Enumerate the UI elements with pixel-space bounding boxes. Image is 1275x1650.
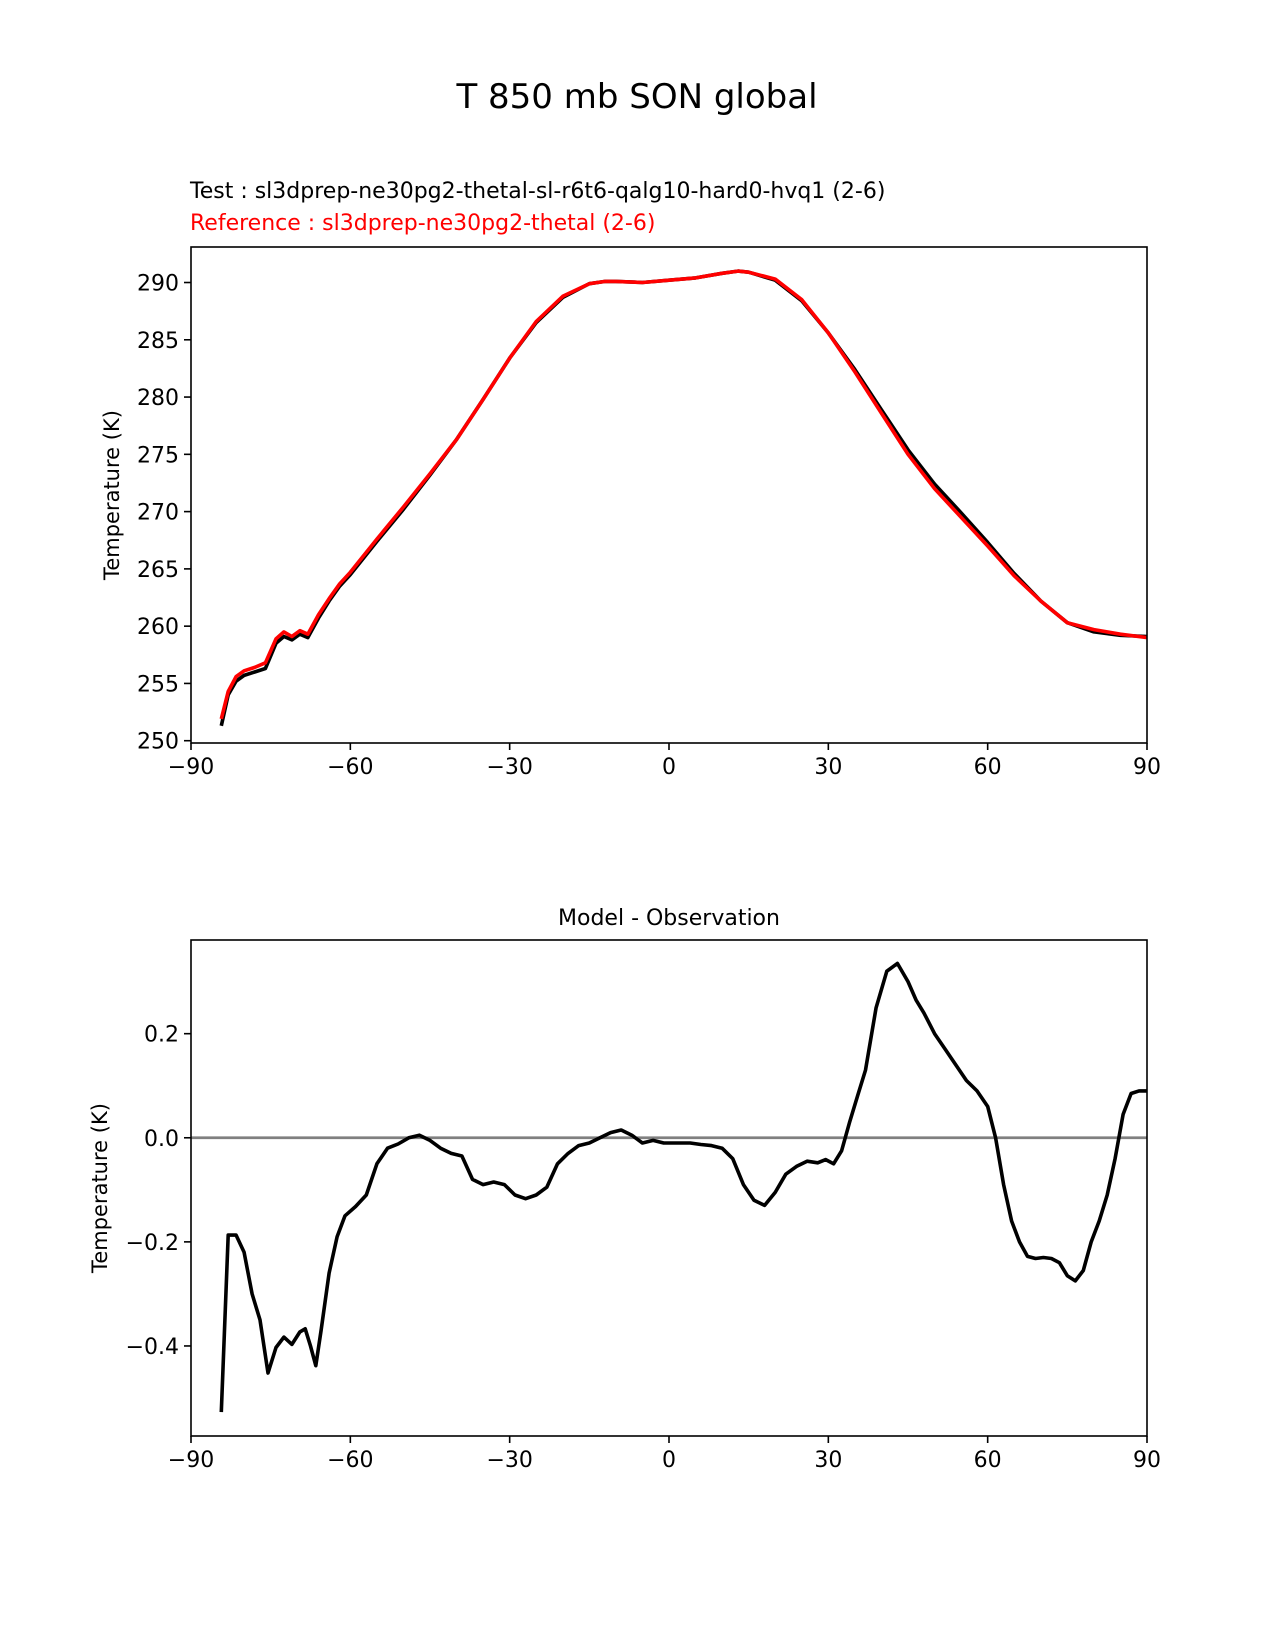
y-tick-label: 280 [137, 386, 179, 411]
y-tick-label: 0.2 [144, 1023, 179, 1048]
series-line-0 [219, 961, 1147, 1413]
y-tick-label: 290 [137, 272, 179, 297]
x-tick-label: −30 [486, 755, 532, 780]
reference-series-line [219, 269, 1148, 720]
panel-temperature: −90 −60 −30 0 30 60 90 250 255 260 265 270 275 280 285… [100, 246, 1161, 780]
y-tick-label: −0.2 [126, 1231, 179, 1256]
x-tick-label: −60 [327, 755, 373, 780]
y-axis-label: Temperature (K) [88, 1103, 112, 1274]
x-tick-label: 30 [814, 1448, 842, 1473]
x-tick-label: 90 [1133, 1448, 1161, 1473]
panel-model-minus-observation: −90 −60 −30 0 30 60 90 −0.4 −0.2 0.0 0.2 Temperatur… [88, 939, 1161, 1473]
x-tick-label: −90 [168, 1448, 214, 1473]
x-tick-label: −60 [327, 1448, 373, 1473]
y-tick-label: 275 [137, 443, 179, 468]
test-label: Test : sl3dprep-ne30pg2-thetal-sl-r6t6-q… [189, 179, 885, 204]
figure-title: T 850 mb SON global [455, 77, 817, 117]
x-tick-label: 90 [1133, 755, 1161, 780]
x-tick-label: −30 [486, 1448, 532, 1473]
y-tick-label: 285 [137, 329, 179, 354]
y-tick-label: 255 [137, 672, 179, 697]
x-tick-label: 60 [974, 755, 1002, 780]
x-tick-label: −90 [168, 755, 214, 780]
y-tick-label: 260 [137, 615, 179, 640]
y-tick-label: 265 [137, 558, 179, 583]
y-tick-label: 270 [137, 501, 179, 526]
x-tick-label: 0 [662, 1448, 676, 1473]
y-tick-label: −0.4 [126, 1335, 179, 1360]
reference-label: Reference : sl3dprep-ne30pg2-thetal (2-6… [190, 211, 655, 236]
x-tick-label: 0 [662, 755, 676, 780]
y-tick-label: 250 [137, 730, 179, 755]
x-tick-label: 30 [814, 755, 842, 780]
panel2-title: Model - Observation [558, 906, 780, 931]
y-axis-label: Temperature (K) [100, 410, 124, 581]
y-tick-label: 0.0 [144, 1127, 179, 1152]
x-tick-label: 60 [974, 1448, 1002, 1473]
